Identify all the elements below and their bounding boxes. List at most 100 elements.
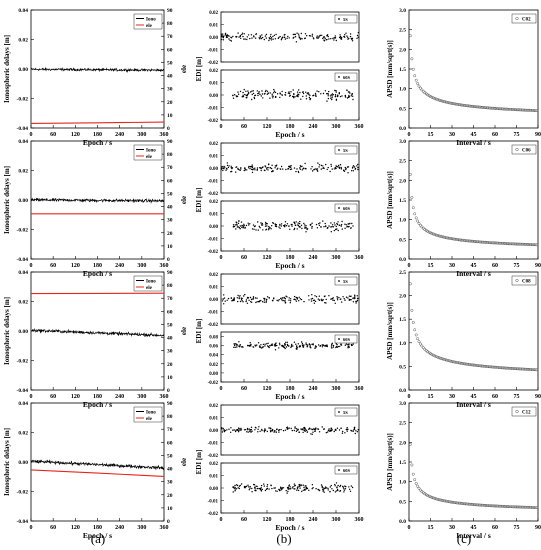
b1-point	[249, 37, 251, 40]
b2-point	[245, 224, 248, 227]
c1-point	[474, 105, 478, 109]
b2-xtick-label: 180	[286, 255, 295, 261]
c3-point	[433, 354, 437, 358]
a4-y2label: ele	[180, 458, 188, 466]
c3-point	[476, 364, 480, 368]
b1-point	[247, 92, 250, 94]
b3-point	[336, 296, 338, 298]
c2-point	[520, 242, 524, 246]
b1-point	[330, 97, 332, 99]
a4-right-ytick-label: 0	[167, 519, 170, 525]
b1-point	[333, 39, 335, 41]
b4-point	[251, 430, 253, 432]
c3-point	[439, 356, 442, 360]
b3-point	[231, 300, 233, 302]
a3-right-ytick-label: 20	[167, 362, 173, 368]
b1-point	[352, 98, 354, 101]
c2-xlabel: Interval / s	[456, 269, 491, 278]
b1-point	[272, 35, 274, 38]
b2-point	[297, 222, 299, 224]
c1-point	[510, 108, 514, 111]
b2-point	[309, 224, 312, 226]
c3-point	[408, 282, 412, 286]
b2-point	[335, 225, 337, 228]
b2-point	[237, 226, 239, 228]
b4-point	[327, 487, 329, 490]
b3-point	[284, 343, 286, 345]
b2-point	[341, 220, 343, 223]
b3-point	[296, 345, 298, 347]
b2-point	[316, 168, 319, 170]
b4-point	[300, 484, 303, 486]
b1-legend-entry: 5S	[343, 17, 348, 22]
b3-point	[309, 345, 311, 347]
c3-point	[526, 367, 530, 371]
b4-point	[284, 429, 287, 431]
a1-xtick-label: 180	[93, 132, 102, 138]
b3-point	[344, 344, 346, 346]
b4-point	[312, 431, 314, 433]
a3-legend-entry: ele	[146, 286, 153, 291]
b4-xtick-label: 360	[355, 517, 364, 523]
b3-point	[330, 298, 332, 300]
b3-point	[260, 347, 263, 349]
b2-point	[276, 164, 278, 166]
c1-point	[494, 107, 498, 110]
b3-point	[289, 302, 291, 304]
b3-point	[286, 343, 289, 346]
b3-legend-entry: 5S	[343, 279, 348, 284]
c4-point	[466, 502, 470, 506]
b4-point	[261, 428, 263, 431]
b2-point	[335, 165, 337, 167]
b3-point	[274, 343, 276, 345]
c3-point	[487, 365, 491, 369]
b4-point	[238, 427, 240, 429]
b4-point	[263, 485, 265, 487]
b1-point	[291, 95, 294, 98]
b1-point	[293, 33, 296, 36]
b4-point	[312, 487, 314, 489]
b4-point	[353, 428, 356, 430]
a4-ytick-label: -0.04	[17, 519, 29, 525]
b4-point	[244, 487, 246, 489]
b4-point	[346, 427, 348, 429]
c1-point	[447, 101, 451, 105]
b3-point	[299, 298, 301, 300]
b3-point	[265, 301, 267, 304]
b2-point	[299, 168, 302, 170]
b3-point	[221, 300, 224, 302]
b2-point	[271, 170, 273, 173]
b4-ytick-label: -0.01	[208, 442, 219, 447]
b2-point	[332, 226, 335, 228]
a1-xtick-label: 360	[160, 132, 169, 138]
b4-point	[290, 488, 292, 490]
c2-point	[429, 231, 432, 235]
b4-point	[295, 428, 298, 430]
b4-point	[354, 432, 356, 435]
b4-point	[268, 488, 270, 490]
b3-point	[305, 342, 307, 344]
b2-ytick-label: 0.02	[209, 142, 218, 147]
b1-point	[233, 94, 236, 96]
c1-point	[427, 94, 431, 98]
b2-point	[232, 226, 234, 228]
b4-point	[254, 486, 256, 489]
b3-point	[262, 343, 265, 346]
b4-point	[350, 485, 353, 487]
b1-point	[241, 33, 243, 36]
b4-point	[275, 431, 277, 433]
a4-legend-entry: ele	[146, 417, 153, 422]
b3-point	[268, 297, 270, 299]
b4-ytick-label: -0.01	[208, 500, 219, 505]
c1-point	[434, 97, 438, 101]
c1-ytick-label: 1.0	[399, 87, 406, 93]
b3-point	[336, 299, 339, 301]
b2-point	[265, 229, 267, 231]
b1-point	[223, 35, 225, 37]
b1-point	[242, 91, 244, 94]
a3-ytick-label: 0.02	[18, 300, 28, 306]
c3-ytick-label: 0.0	[399, 388, 406, 394]
b2-point	[266, 225, 268, 227]
b1-point	[292, 37, 294, 39]
b1-point	[308, 35, 311, 37]
